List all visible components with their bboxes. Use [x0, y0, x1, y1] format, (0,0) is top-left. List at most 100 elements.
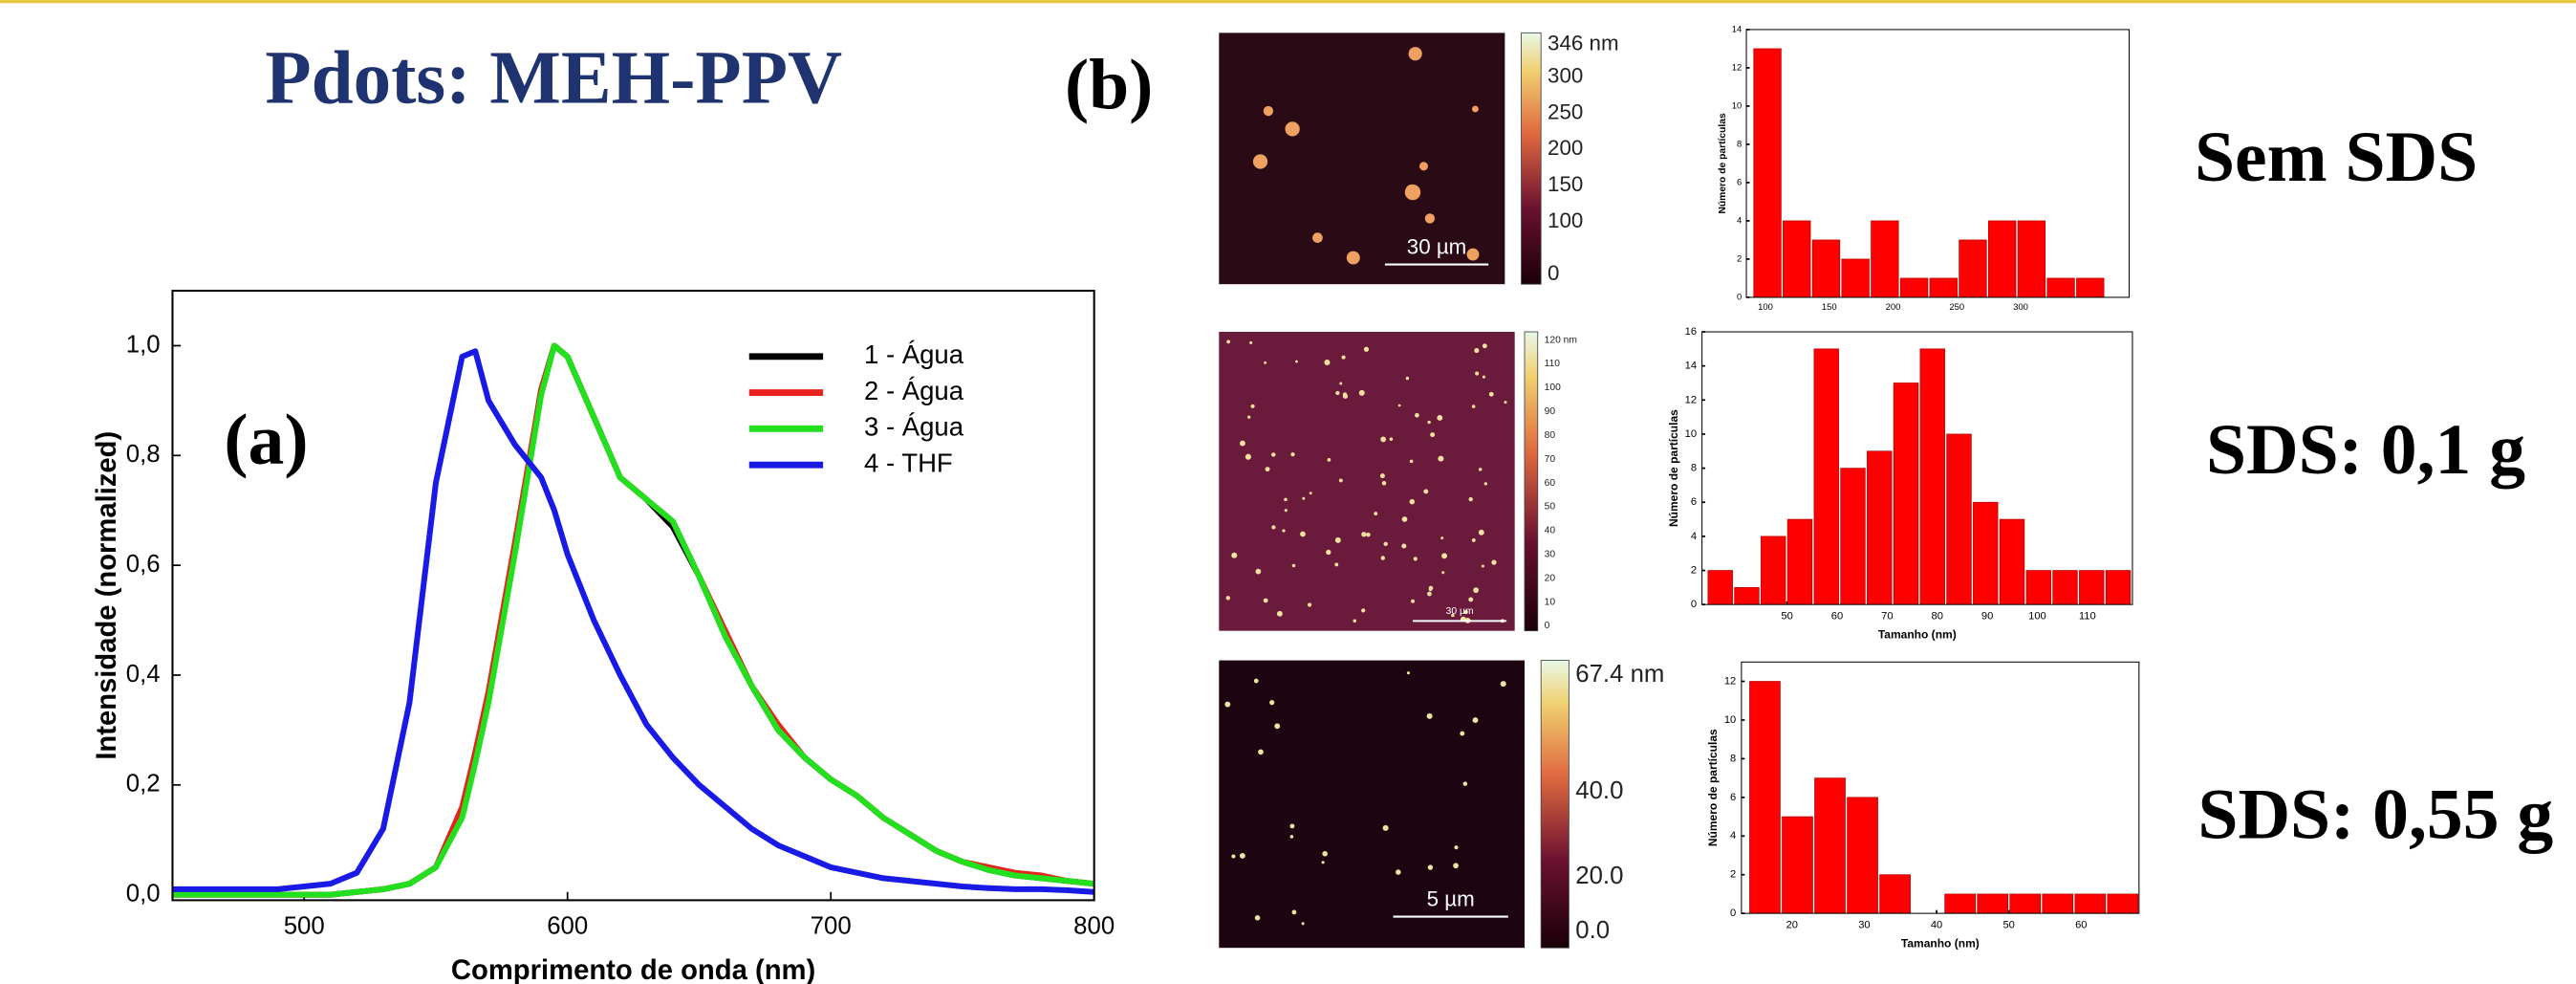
colorbar-label: 60 [1545, 478, 1556, 489]
colorbar [1540, 660, 1569, 949]
y-tick-label: 1,0 [126, 331, 161, 358]
afm-particle [1500, 681, 1506, 688]
bar [1847, 797, 1878, 914]
sample-label: Sem SDS [2195, 118, 2478, 197]
x-tick-label: 100 [1758, 302, 1773, 313]
afm-particle [1441, 571, 1445, 575]
legend-label: 1 - Água [864, 339, 964, 369]
afm-particle [1437, 415, 1443, 421]
afm-particle [1428, 587, 1433, 592]
afm-particle [1342, 393, 1349, 399]
bar [2025, 570, 2051, 605]
bar [1749, 681, 1781, 914]
afm-particle [1361, 608, 1366, 613]
afm-particle [1481, 564, 1484, 568]
afm-particle [1409, 459, 1414, 464]
afm-particle [1504, 401, 1507, 405]
x-tick-label: 80 [1932, 610, 1943, 622]
afm-particle [1263, 598, 1268, 603]
afm-particle [1472, 105, 1479, 113]
panel-label: (b) [1065, 46, 1153, 125]
afm-particle [1471, 405, 1476, 408]
x-tick-label: 70 [1881, 610, 1893, 622]
afm-particle [1327, 458, 1331, 462]
colorbar-label: 300 [1548, 64, 1583, 88]
colorbar-label: 70 [1545, 454, 1556, 465]
bar [1841, 258, 1870, 298]
colorbar-label: 346 nm [1548, 31, 1619, 55]
bar [1919, 348, 1945, 605]
afm-particle [1473, 587, 1480, 594]
afm-particle [1224, 701, 1231, 708]
afm-particle [1427, 864, 1434, 870]
afm-particle [1263, 105, 1274, 117]
x-tick-label: 110 [2079, 610, 2096, 622]
y-tick-label: 2 [1691, 564, 1697, 576]
y-tick-label: 0 [1691, 599, 1697, 610]
afm-particle [1483, 482, 1487, 486]
bar [1814, 777, 1846, 914]
afm-particle [1341, 355, 1346, 360]
bar [2079, 570, 2105, 605]
afm-particle [1397, 404, 1401, 407]
afm-particle [1289, 835, 1294, 839]
y-tick-label: 0,0 [126, 880, 161, 907]
afm-particle [1321, 861, 1325, 864]
y-tick-label: 8 [1730, 753, 1736, 764]
afm-particle [1300, 531, 1306, 537]
afm-particle [1462, 781, 1468, 786]
afm-particle [1383, 541, 1388, 547]
afm-particle [1423, 489, 1429, 494]
x-tick-label: 40 [1931, 919, 1942, 930]
plot-frame [1745, 29, 2131, 298]
afm-particle [1254, 915, 1261, 921]
bar [1879, 874, 1911, 914]
afm-particle [1408, 47, 1422, 61]
afm-particle [1338, 478, 1343, 483]
bar [1899, 277, 1929, 298]
afm-particle [1471, 537, 1476, 542]
afm-particle [1430, 432, 1436, 438]
afm-image [1219, 660, 1525, 949]
x-axis-label: Tamanho (nm) [1901, 937, 1980, 951]
afm-particle [1451, 613, 1455, 618]
afm-particle [1468, 597, 1474, 602]
x-tick-label: 250 [1949, 302, 1964, 313]
afm-particle [1380, 556, 1385, 560]
bar [1813, 348, 1839, 605]
y-tick-label: 0,6 [126, 551, 161, 578]
afm-particle [1474, 347, 1480, 354]
afm-particle [1301, 922, 1305, 926]
afm-particle [1454, 845, 1459, 850]
bar [1871, 220, 1899, 298]
afm-particle [1389, 437, 1394, 441]
bar [1988, 220, 2017, 298]
afm-particle [1411, 599, 1416, 603]
colorbar-label: 120 nm [1545, 335, 1577, 345]
y-tick-label: 14 [1685, 361, 1697, 372]
scale-bar-label: 30 µm [1407, 234, 1467, 258]
legend-label: 2 - Água [864, 376, 964, 405]
afm-particle [1463, 609, 1468, 615]
afm-particle [1374, 512, 1378, 515]
y-axis-label: Intensidade (normalized) [92, 431, 122, 760]
bar [1782, 816, 1813, 914]
bar [1811, 239, 1841, 298]
y-axis-label: Número de partículas [1718, 113, 1728, 214]
afm-particle [1339, 382, 1343, 385]
y-tick-label: 12 [1732, 62, 1743, 73]
x-axis-label: Comprimento de onda (nm) [451, 955, 815, 984]
line-series [172, 342, 1094, 898]
scale-bar-label: 30 µm [1446, 606, 1474, 617]
afm-particle [1271, 525, 1276, 530]
afm-particle [1245, 453, 1251, 460]
bar [1973, 501, 1999, 605]
bar [1977, 893, 2008, 914]
afm-particle [1285, 121, 1300, 137]
x-tick-label: 150 [1822, 302, 1837, 313]
y-tick-label: 8 [1691, 463, 1697, 474]
afm-particle [1478, 529, 1484, 536]
afm-particle [1424, 213, 1436, 224]
afm-particle [1482, 343, 1487, 349]
afm-particle [1418, 162, 1429, 171]
